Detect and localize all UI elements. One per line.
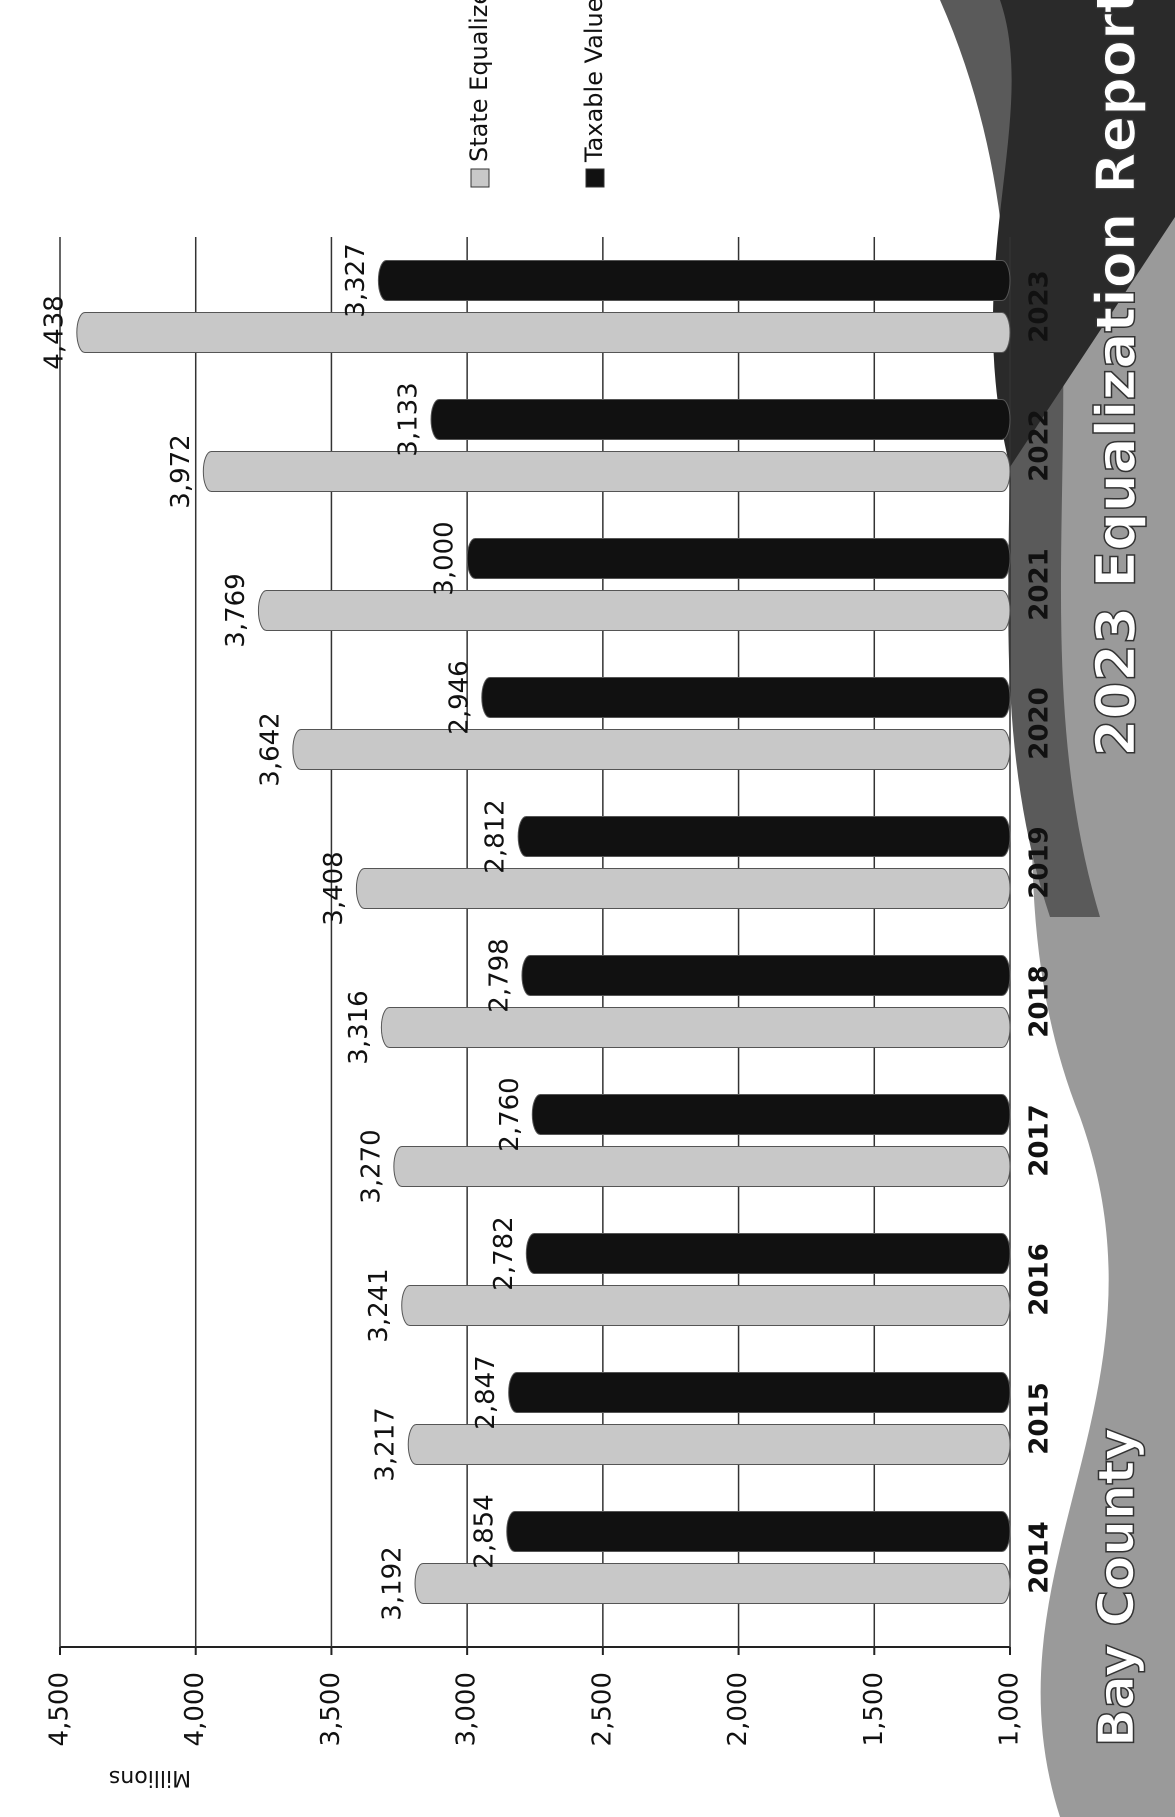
- bar: [508, 1372, 1011, 1413]
- value-label: 3,270: [356, 1129, 386, 1203]
- value-label: 2,854: [469, 1494, 499, 1568]
- x-tick-label: 2014: [1025, 1521, 1055, 1593]
- x-tick-label: 2018: [1025, 965, 1055, 1037]
- x-tick-label: 2019: [1025, 826, 1055, 898]
- bar: [481, 677, 1011, 718]
- value-label: 2,798: [484, 938, 514, 1012]
- bar: [525, 1233, 1011, 1274]
- value-label: 2,946: [444, 660, 474, 734]
- value-label: 2,782: [489, 1216, 519, 1290]
- x-tick-label: 2022: [1025, 409, 1055, 481]
- subtitle: Bay County: [1088, 1428, 1146, 1747]
- bar: [531, 1094, 1011, 1135]
- legend-swatch: [470, 168, 490, 188]
- bar: [292, 729, 1011, 770]
- bar: [407, 1424, 1011, 1465]
- value-label: 4,438: [39, 295, 69, 369]
- bar: [430, 399, 1011, 440]
- background-swoosh: [940, 0, 1100, 917]
- bar: [202, 451, 1011, 492]
- y-tick-label: 1,500: [859, 1672, 889, 1746]
- value-label: 3,642: [255, 712, 285, 786]
- y-tick-label: 3,500: [316, 1672, 346, 1746]
- y-axis-title: Millions: [109, 1765, 191, 1790]
- value-label: 3,316: [344, 990, 374, 1064]
- x-tick-label: 2016: [1025, 1243, 1055, 1315]
- rotated-chart: Bay County 2023 Equalization Report Mill…: [39, 0, 1175, 1817]
- y-tick-label: 4,000: [180, 1672, 210, 1746]
- bar: [257, 590, 1011, 631]
- value-label: 3,972: [166, 434, 196, 508]
- x-tick-label: 2023: [1025, 270, 1055, 342]
- value-label: 3,241: [364, 1268, 394, 1342]
- bar: [355, 868, 1011, 909]
- bar: [506, 1511, 1011, 1552]
- value-label: 3,327: [341, 243, 371, 317]
- legend-label: Taxable Value: [580, 0, 608, 163]
- bar: [380, 1007, 1011, 1048]
- value-label: 2,760: [495, 1077, 525, 1151]
- x-tick-label: 2017: [1025, 1104, 1055, 1176]
- bar: [414, 1563, 1011, 1604]
- bar: [517, 816, 1011, 857]
- background-swoosh: [992, 0, 1175, 467]
- y-tick-label: 2,000: [723, 1672, 753, 1746]
- value-label: 3,217: [371, 1407, 401, 1481]
- bar: [521, 955, 1011, 996]
- bar: [393, 1146, 1011, 1187]
- value-label: 3,133: [394, 382, 424, 456]
- bar: [401, 1285, 1011, 1326]
- value-label: 2,847: [471, 1355, 501, 1429]
- legend-label: State Equalized Value: [465, 0, 493, 162]
- value-label: 3,192: [378, 1546, 408, 1620]
- y-tick-label: 1,000: [995, 1672, 1025, 1746]
- bar: [76, 312, 1011, 353]
- x-tick-label: 2015: [1025, 1382, 1055, 1454]
- bar: [466, 538, 1011, 579]
- y-tick-label: 2,500: [587, 1672, 617, 1746]
- value-label: 3,000: [430, 521, 460, 595]
- x-tick-label: 2021: [1025, 548, 1055, 620]
- legend-swatch: [585, 168, 605, 188]
- y-tick-label: 3,000: [452, 1672, 482, 1746]
- value-label: 3,769: [221, 573, 251, 647]
- x-tick-label: 2020: [1025, 687, 1055, 759]
- value-label: 2,812: [481, 799, 511, 873]
- value-label: 3,408: [319, 851, 349, 925]
- y-tick-label: 4,500: [45, 1672, 75, 1746]
- bar: [377, 260, 1011, 301]
- chart-title: 2023 Equalization Report: [1085, 0, 1148, 757]
